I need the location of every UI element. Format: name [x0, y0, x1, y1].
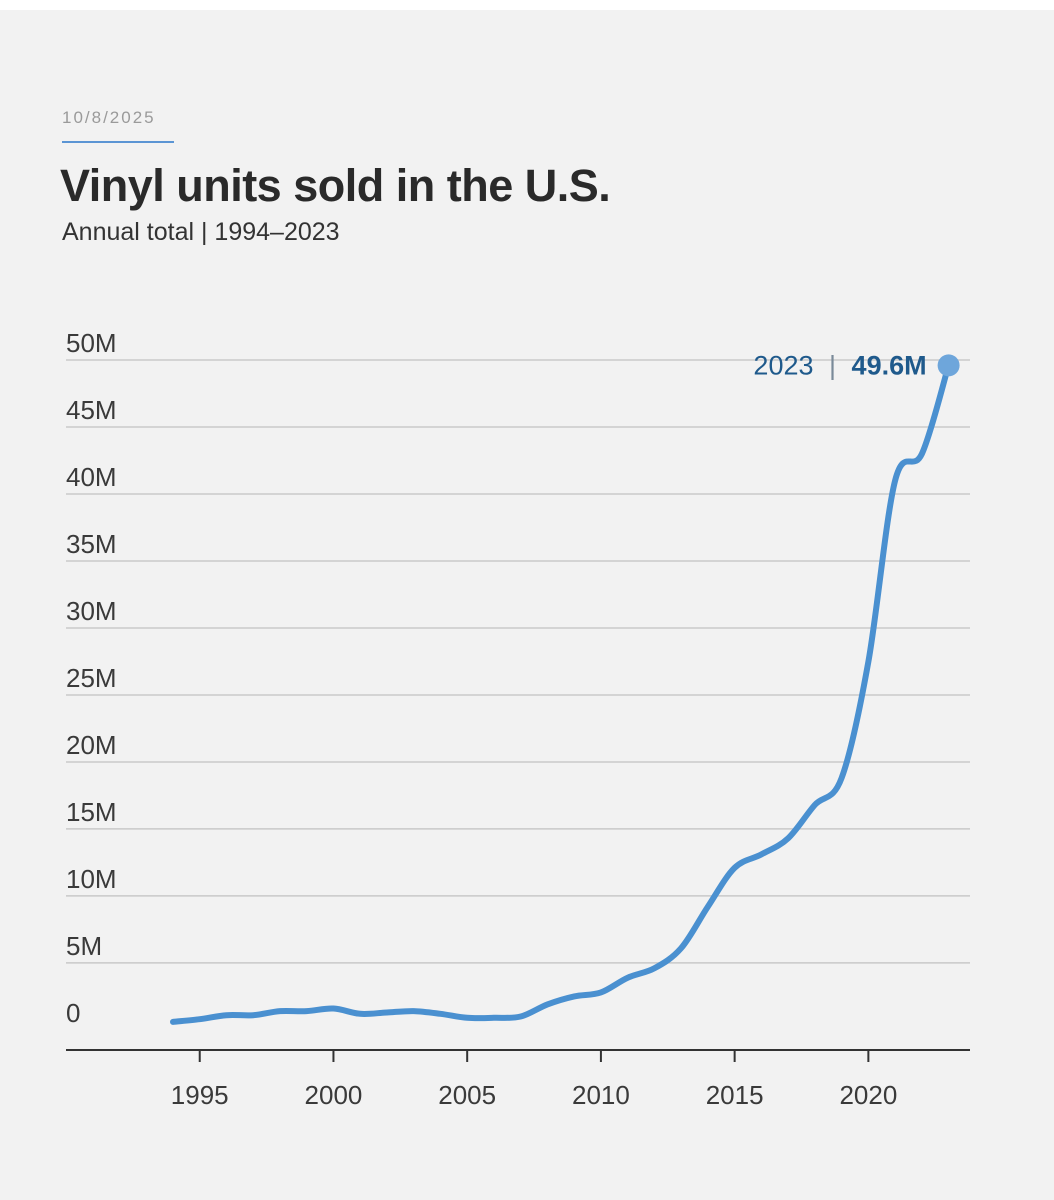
y-tick-label: 30M	[66, 596, 117, 626]
y-tick-label: 45M	[66, 395, 117, 425]
date-underline	[62, 141, 174, 143]
endpoint-callout: 2023 | 49.6M	[753, 350, 926, 380]
x-tick-label: 2000	[305, 1080, 363, 1110]
y-tick-label: 35M	[66, 529, 117, 559]
endpoint-annotation: 2023 | 49.6M	[753, 350, 960, 380]
x-tick-label: 2010	[572, 1080, 630, 1110]
grid-lines	[66, 359, 970, 964]
chart-card: 10/8/2025 Vinyl units sold in the U.S. A…	[0, 10, 1054, 1200]
y-tick-label: 25M	[66, 663, 117, 693]
x-tick-label: 1995	[171, 1080, 229, 1110]
callout-value: 49.6M	[852, 350, 927, 380]
x-axis-ticks: 1995 2000 2005 2010 2015 2020	[171, 1050, 897, 1110]
y-tick-label: 5M	[66, 931, 102, 961]
series-line-vinyl-units	[170, 362, 952, 1025]
callout-separator: |	[829, 350, 836, 380]
y-axis-ticks: 0 5M 10M 15M 20M 25M 30M 35M 40M 45M 50M	[66, 328, 117, 1028]
y-tick-label: 0	[66, 998, 80, 1028]
chart-title: Vinyl units sold in the U.S.	[60, 160, 611, 211]
chart-subtitle: Annual total | 1994–2023	[62, 218, 340, 246]
x-tick-label: 2005	[438, 1080, 496, 1110]
line-chart: 0 5M 10M 15M 20M 25M 30M 35M 40M 45M 50M 1995 2000 2…	[66, 328, 970, 1110]
y-tick-label: 10M	[66, 864, 117, 894]
x-tick-label: 2020	[839, 1080, 897, 1110]
x-tick-label: 2015	[706, 1080, 764, 1110]
publish-date: 10/8/2025	[62, 108, 156, 127]
endpoint-marker	[937, 354, 960, 377]
y-tick-label: 20M	[66, 730, 117, 760]
callout-year: 2023	[753, 350, 813, 380]
y-tick-label: 40M	[66, 462, 117, 492]
y-tick-label: 15M	[66, 797, 117, 827]
data-points	[170, 362, 952, 1025]
y-tick-label: 50M	[66, 328, 117, 358]
